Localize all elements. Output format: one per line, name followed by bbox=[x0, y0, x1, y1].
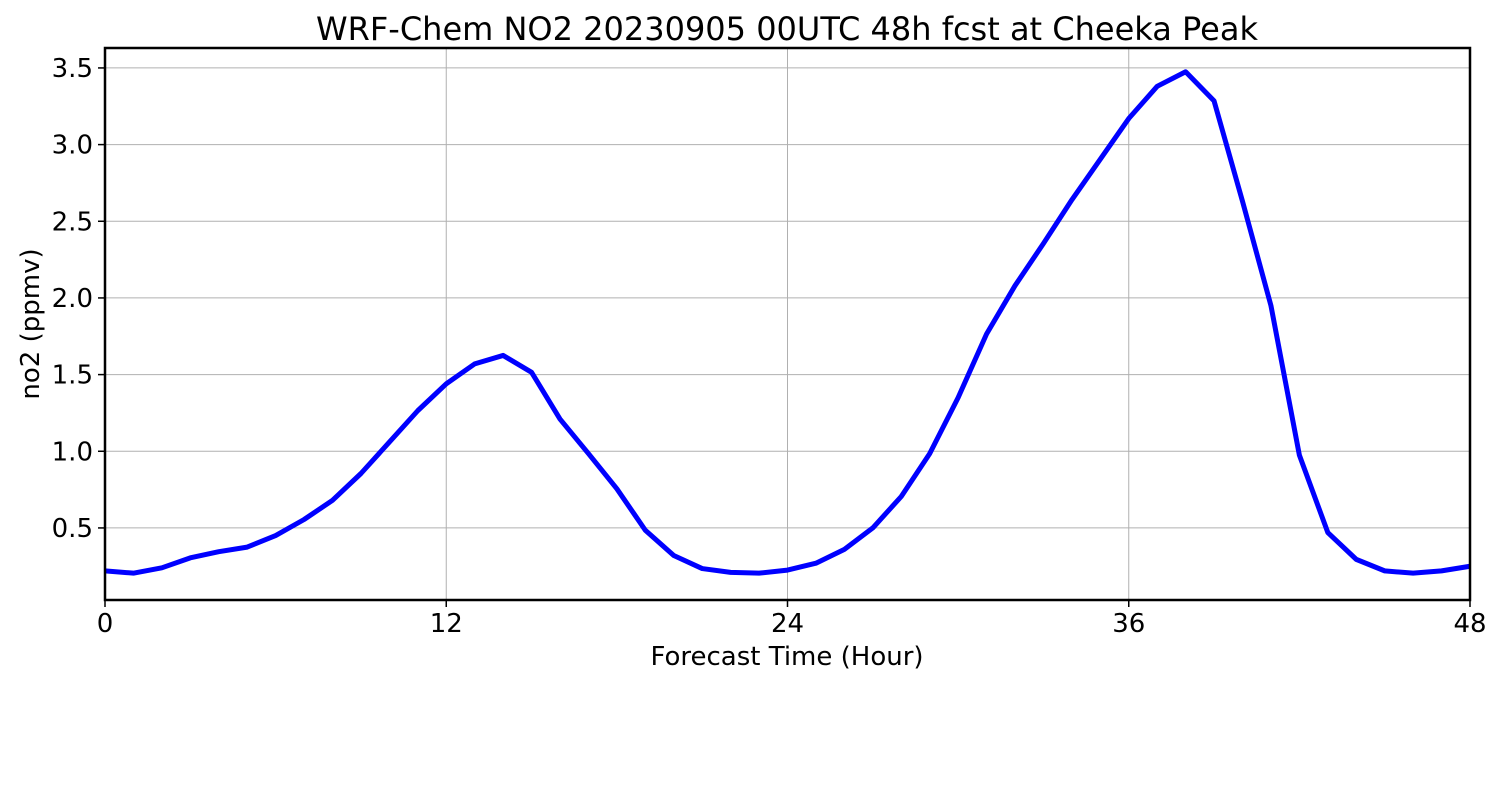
x-axis-label: Forecast Time (Hour) bbox=[650, 642, 923, 672]
y-tick-label: 2.5 bbox=[52, 207, 93, 237]
x-tick-label: 0 bbox=[97, 609, 114, 639]
x-tick-label: 48 bbox=[1453, 609, 1486, 639]
y-tick-label: 3.0 bbox=[52, 131, 93, 161]
y-tick-label: 1.5 bbox=[52, 361, 93, 391]
y-tick-label: 2.0 bbox=[52, 284, 93, 314]
y-tick-label: 3.5 bbox=[52, 54, 93, 84]
no2-series-line bbox=[104, 69, 1471, 576]
x-tick-label: 12 bbox=[430, 609, 463, 639]
series-line-group bbox=[104, 69, 1471, 576]
y-tick-label: 1.0 bbox=[52, 437, 93, 467]
ticks: 0 12 24 36 48 0.5 1.0 1.5 2.0 2.5 3.0 3.5 bbox=[52, 54, 1487, 639]
x-tick-label: 24 bbox=[771, 609, 804, 639]
chart-title: WRF-Chem NO2 20230905 00UTC 48h fcst at … bbox=[316, 10, 1258, 48]
x-tick-label: 36 bbox=[1112, 609, 1145, 639]
y-tick-label: 0.5 bbox=[52, 514, 93, 544]
y-axis-label: no2 (ppmv) bbox=[16, 248, 46, 399]
